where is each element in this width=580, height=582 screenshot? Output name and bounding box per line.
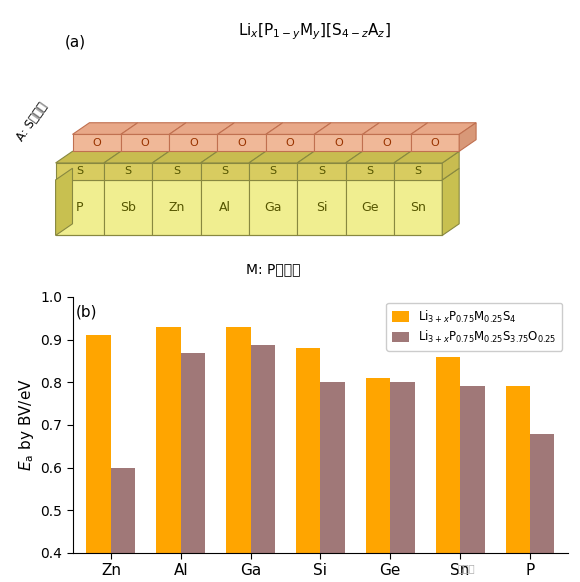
Text: Ge: Ge	[361, 201, 379, 214]
Text: P: P	[76, 201, 84, 214]
Bar	[320, 382, 345, 582]
Polygon shape	[201, 180, 249, 236]
Text: O: O	[92, 138, 101, 148]
Polygon shape	[297, 163, 346, 180]
Polygon shape	[72, 134, 121, 151]
Text: Sb: Sb	[120, 201, 136, 214]
Bar	[251, 345, 275, 582]
Polygon shape	[218, 123, 282, 134]
Text: O: O	[334, 138, 343, 148]
Bar	[111, 467, 135, 582]
Polygon shape	[442, 168, 459, 236]
Polygon shape	[411, 134, 459, 151]
Polygon shape	[169, 123, 234, 134]
Text: 才易通: 才易通	[458, 563, 476, 573]
Polygon shape	[266, 123, 331, 134]
Polygon shape	[249, 151, 314, 163]
Legend: Li$_{3+x}$P$_{0.75}$M$_{0.25}$S$_4$, Li$_{3+x}$P$_{0.75}$M$_{0.25}$S$_{3.75}$O$_: Li$_{3+x}$P$_{0.75}$M$_{0.25}$S$_4$, Li$…	[386, 303, 563, 351]
Text: O: O	[430, 138, 440, 148]
Text: O: O	[382, 138, 391, 148]
Polygon shape	[104, 163, 152, 180]
Polygon shape	[346, 163, 394, 180]
Polygon shape	[362, 123, 427, 134]
Polygon shape	[121, 123, 186, 134]
Polygon shape	[56, 163, 104, 180]
Text: S: S	[221, 166, 229, 176]
Y-axis label: $E_{\mathrm{a}}$ by BV/eV: $E_{\mathrm{a}}$ by BV/eV	[17, 378, 36, 471]
Polygon shape	[121, 134, 169, 151]
Text: M: P位掇杂: M: P位掇杂	[246, 262, 300, 276]
Text: Si: Si	[316, 201, 327, 214]
Polygon shape	[346, 151, 411, 163]
Polygon shape	[297, 180, 346, 236]
Polygon shape	[104, 151, 169, 163]
Polygon shape	[201, 163, 249, 180]
Polygon shape	[266, 134, 314, 151]
Text: (a): (a)	[65, 34, 86, 49]
Text: O: O	[237, 138, 246, 148]
Text: O: O	[189, 138, 198, 148]
Text: Zn: Zn	[168, 201, 184, 214]
Polygon shape	[56, 168, 72, 236]
Polygon shape	[314, 134, 362, 151]
Polygon shape	[411, 123, 476, 134]
Polygon shape	[362, 134, 411, 151]
Polygon shape	[459, 123, 476, 151]
Polygon shape	[104, 180, 152, 236]
Text: $\mathrm{Li}_{x}[\mathrm{P}_{1-y}\mathrm{M}_{y}][\mathrm{S}_{4-z}\mathrm{A}_{z}]: $\mathrm{Li}_{x}[\mathrm{P}_{1-y}\mathrm…	[238, 21, 390, 42]
Polygon shape	[201, 151, 266, 163]
Bar	[181, 353, 205, 582]
Polygon shape	[297, 151, 362, 163]
Bar	[390, 382, 415, 582]
Bar	[226, 327, 251, 582]
Text: S: S	[173, 166, 180, 176]
Text: S: S	[76, 166, 84, 176]
Text: Sn: Sn	[410, 201, 426, 214]
Text: A: S位掇杂: A: S位掇杂	[14, 100, 50, 143]
Polygon shape	[442, 151, 459, 180]
Text: S: S	[318, 166, 325, 176]
Bar	[86, 335, 111, 582]
Text: Al: Al	[219, 201, 231, 214]
Polygon shape	[169, 134, 218, 151]
Polygon shape	[394, 180, 442, 236]
Polygon shape	[152, 151, 218, 163]
Text: S: S	[366, 166, 374, 176]
Polygon shape	[152, 180, 201, 236]
Polygon shape	[72, 123, 138, 134]
Text: (b): (b)	[76, 304, 97, 319]
Polygon shape	[249, 180, 297, 236]
Bar	[366, 378, 390, 582]
Bar	[460, 386, 484, 582]
Polygon shape	[394, 163, 442, 180]
Bar	[157, 327, 181, 582]
Bar	[296, 348, 321, 582]
Polygon shape	[394, 151, 459, 163]
Text: O: O	[140, 138, 150, 148]
Text: S: S	[415, 166, 422, 176]
Polygon shape	[218, 134, 266, 151]
Text: S: S	[270, 166, 277, 176]
Polygon shape	[314, 123, 379, 134]
Text: O: O	[285, 138, 295, 148]
Polygon shape	[56, 180, 104, 236]
Bar	[506, 386, 530, 582]
Text: S: S	[125, 166, 132, 176]
Polygon shape	[249, 163, 297, 180]
Polygon shape	[152, 163, 201, 180]
Text: Ga: Ga	[264, 201, 282, 214]
Bar	[436, 357, 460, 582]
Bar	[530, 434, 554, 582]
Polygon shape	[56, 151, 121, 163]
Polygon shape	[346, 180, 394, 236]
